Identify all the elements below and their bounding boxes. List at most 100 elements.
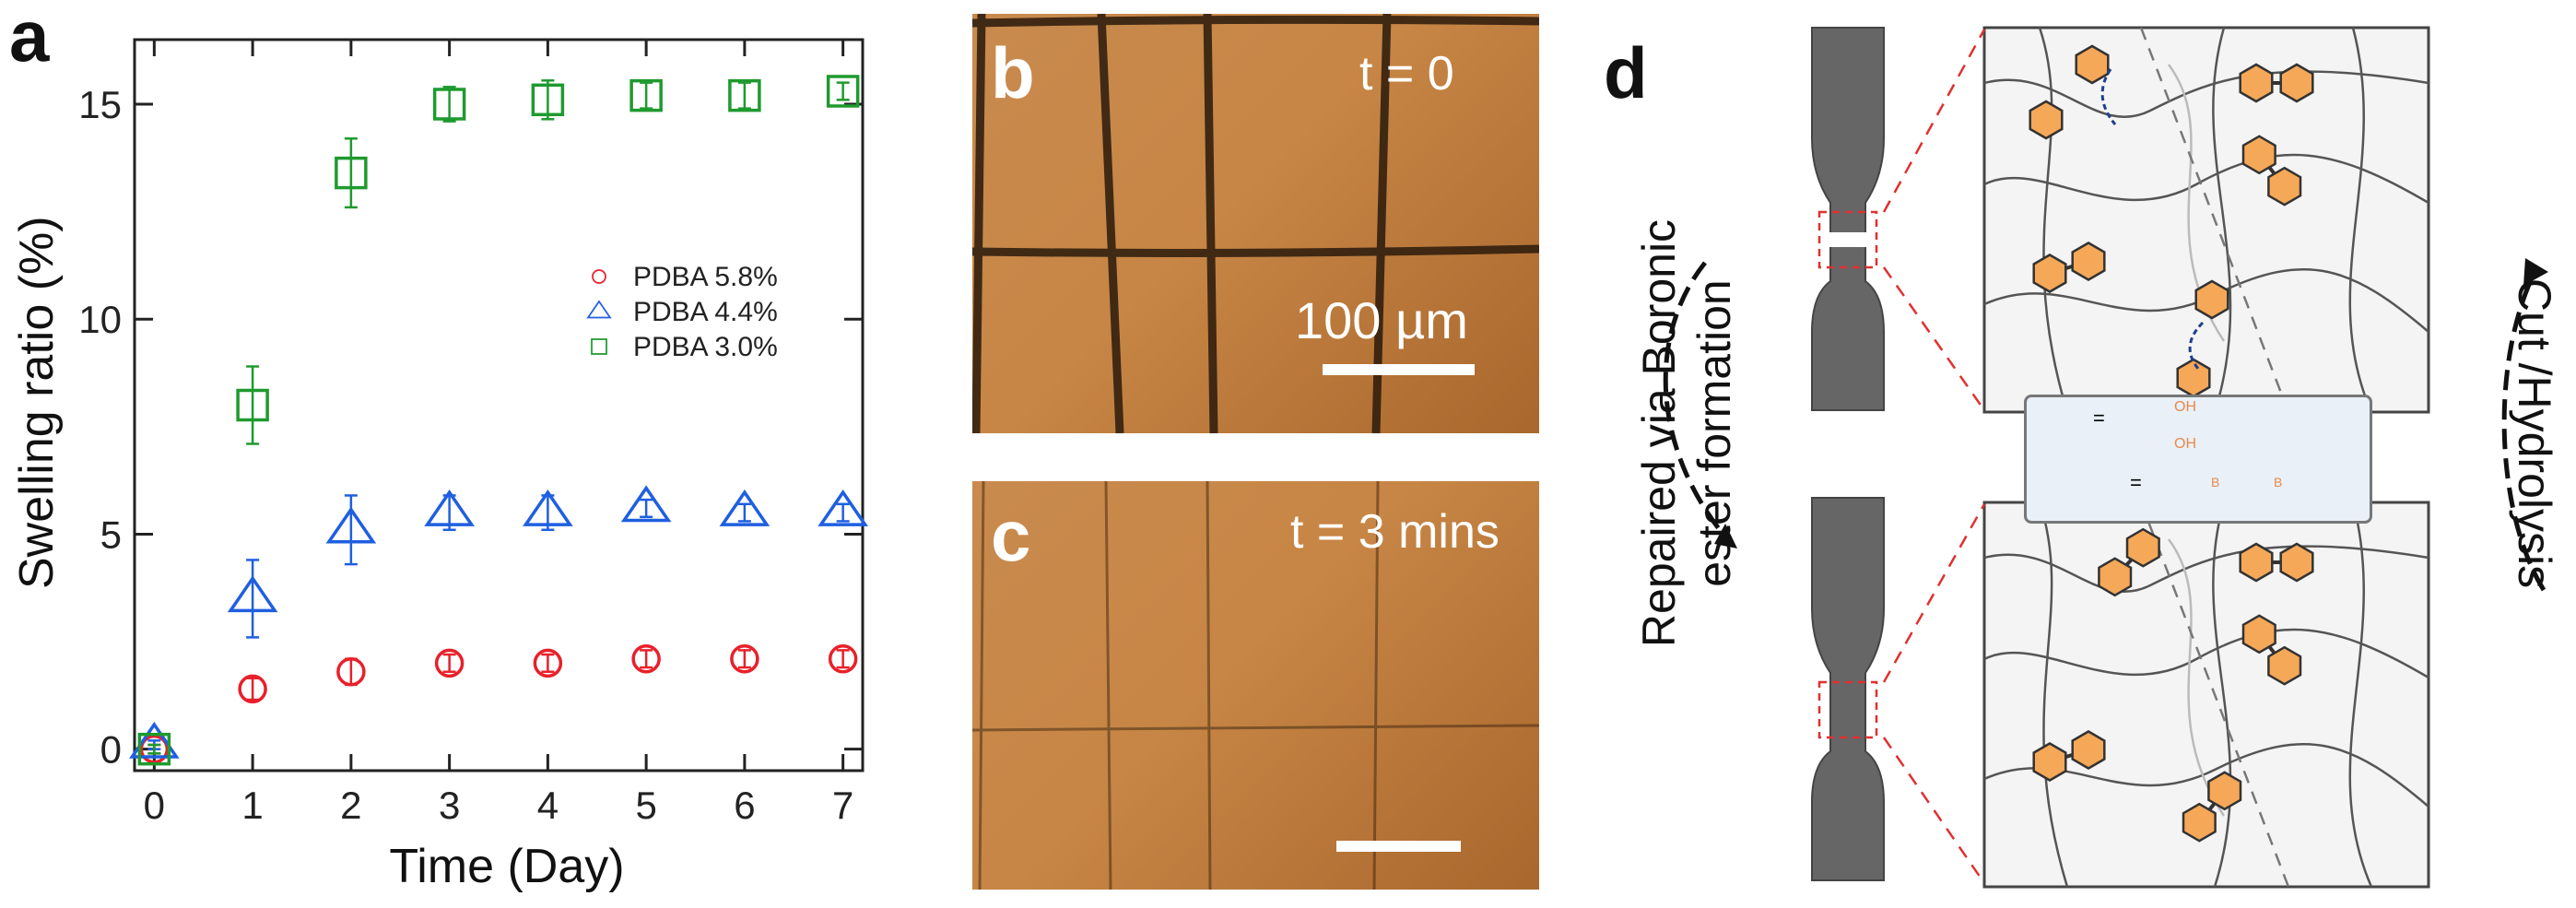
boronic-ester-hexagon (2098, 557, 2133, 597)
data-point (828, 643, 858, 674)
swelling-ratio-chart: 0 1 2 3 4 5 6 7 0 5 10 15 PDBA 5.8% PDBA 4.4% PDBA 3.0… (78, 38, 868, 827)
data-point (335, 156, 368, 190)
oh-label-1: OH (2174, 399, 2196, 415)
data-point (620, 485, 672, 523)
micrograph-t0: b t = 0 100 µm (972, 14, 1539, 433)
legend-label: PDBA 4.4% (633, 297, 778, 327)
cut-line (2139, 27, 2290, 413)
data-point (434, 648, 465, 678)
polymer-chain (1983, 628, 2429, 679)
scale-bar (1336, 841, 1461, 852)
catechol-equals: = (2093, 407, 2105, 430)
boronic-ester-hexagon (2071, 242, 2106, 281)
polymer-chain (2212, 501, 2232, 888)
panel-label-d: d (1604, 32, 1648, 113)
data-point (137, 732, 171, 766)
legend-marker (586, 300, 612, 319)
boronic-ester-hexagon (2125, 527, 2160, 568)
ester-equals: = (2130, 471, 2142, 494)
series-1 (129, 485, 868, 759)
data-point (129, 721, 180, 759)
data-point (523, 489, 573, 526)
repair-label-line2: ester formation (1688, 279, 1740, 587)
data-point (531, 83, 565, 117)
x-tick-label: 0 (144, 784, 165, 827)
series-2 (137, 75, 860, 766)
repair-label: Repaired via Boronic ester formation (1631, 184, 1742, 682)
boronic-ester-hexagon (2182, 802, 2217, 843)
zoom-region (1817, 680, 1878, 739)
legend-marker (591, 338, 607, 355)
scratch-grid (972, 14, 1539, 433)
data-point (424, 489, 475, 526)
boron-label-2: B (2274, 475, 2283, 489)
boronic-ester-hexagon (2071, 730, 2106, 770)
x-axis-label: Time (Day) (389, 840, 625, 893)
exchange-arrow (2188, 321, 2205, 370)
boronic-ester-hexagon (2279, 63, 2314, 103)
boron-label-1: B (2211, 475, 2220, 489)
legend-box: = OH OH = B B (2024, 395, 2372, 524)
data-point (432, 88, 466, 121)
x-tick-label: 4 (537, 784, 559, 827)
data-point (719, 489, 770, 526)
y-tick-label: 5 (100, 513, 122, 556)
x-tick-label: 7 (832, 784, 853, 827)
boronic-ester-hexagon (2279, 542, 2314, 583)
x-tick-label: 2 (340, 784, 361, 827)
zoom-line (1882, 503, 1986, 683)
data-point (236, 388, 269, 422)
repair-arrow (1663, 261, 1725, 537)
boronic-ester-hexagon (2032, 742, 2067, 782)
x-tick-label: 6 (734, 784, 755, 827)
boronic-ester-hexagon (2267, 166, 2302, 206)
boronic-ester-hexagon (2239, 542, 2274, 583)
exchange-arrow (2100, 68, 2117, 125)
self-healing-diagram (1663, 26, 2548, 889)
boronic-ester-hexagon (2239, 63, 2274, 103)
data-point (728, 78, 761, 112)
time-label-t0: t = 0 (1359, 47, 1454, 100)
polymer-chain-light (2167, 538, 2226, 817)
polymer-chain (1983, 545, 2429, 593)
dogbone-healed (1811, 497, 1885, 881)
dogbone-cut (1811, 27, 1885, 411)
catechol-hexagon (2176, 358, 2211, 398)
oh-label-2: OH (2174, 436, 2196, 452)
cut-gap (1829, 232, 1867, 247)
y-tick-label: 10 (78, 298, 122, 341)
cut-hydrolysis-label: Cut /Hydrolysis (2509, 277, 2560, 589)
cut-arrowhead (2523, 258, 2548, 286)
data-point (631, 643, 661, 674)
scale-bar (1323, 364, 1475, 375)
y-axis-label: Swelling ratio (%) (10, 216, 64, 589)
zoom-line (1882, 266, 1986, 411)
x-tick-label: 3 (439, 784, 460, 827)
micrograph-t3min: c t = 3 mins (972, 481, 1539, 890)
repair-label-line1: Repaired via Boronic (1633, 218, 1685, 648)
legend-marker (592, 269, 606, 284)
data-point (336, 656, 366, 687)
polymer-chain (1983, 153, 2429, 205)
x-tick-label: 1 (241, 784, 263, 827)
legend-label: PDBA 5.8% (633, 262, 778, 292)
y-tick-label: 15 (78, 83, 122, 126)
boronic-ester-hexagon (2241, 135, 2276, 175)
data-point (533, 648, 563, 678)
boronic-ester-hexagon (2267, 645, 2302, 686)
time-label-t3: t = 3 mins (1290, 505, 1500, 559)
legend-label: PDBA 3.0% (633, 332, 778, 362)
catechol-hexagon (2075, 44, 2110, 85)
polymer-chain (2038, 27, 2069, 413)
plot-frame (133, 38, 865, 772)
healed-grid (972, 481, 1539, 890)
cut-arrow (2501, 270, 2547, 592)
data-point (325, 506, 377, 544)
scale-bar-label: 100 µm (1295, 291, 1468, 349)
data-point (817, 489, 868, 526)
data-point (730, 643, 759, 674)
polymer-chain (2348, 27, 2373, 413)
polymer-chain (2038, 501, 2069, 888)
catechol-hexagon (2029, 100, 2064, 140)
data-point (629, 78, 663, 112)
